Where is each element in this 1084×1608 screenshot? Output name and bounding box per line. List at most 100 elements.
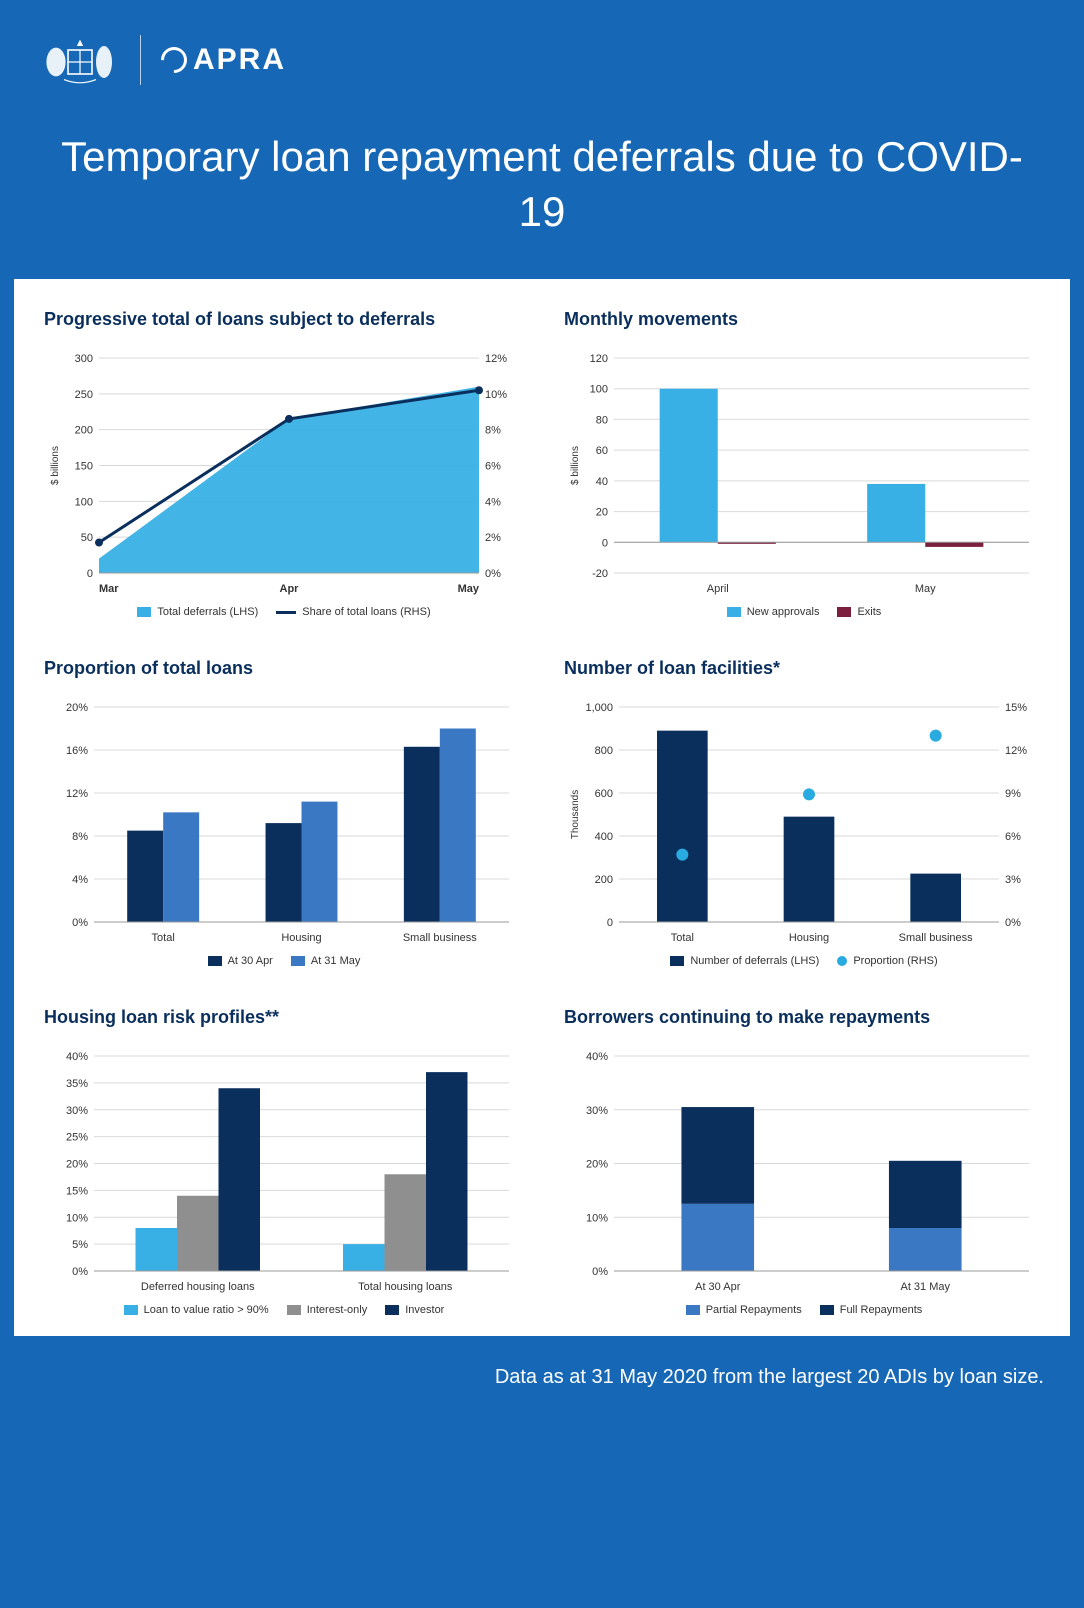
panel-proportion-total: Proportion of total loans 0%4%8%12%16%20… <box>44 658 524 967</box>
svg-text:5%: 5% <box>72 1239 88 1251</box>
legend-item: Total deferrals (LHS) <box>137 606 258 618</box>
svg-text:Total: Total <box>152 932 175 944</box>
chart-grid: Progressive total of loans subject to de… <box>44 309 1040 1316</box>
svg-text:At 30 Apr: At 30 Apr <box>695 1281 741 1293</box>
header: APRA <box>0 0 1084 110</box>
legend-label: New approvals <box>747 606 820 618</box>
chart: 0%10%20%30%40%At 30 AprAt 31 May <box>564 1046 1044 1296</box>
svg-text:150: 150 <box>75 461 93 473</box>
svg-text:0: 0 <box>87 568 93 580</box>
page: APRA Temporary loan repayment deferrals … <box>0 0 1084 1429</box>
footer-note: Data as at 31 May 2020 from the largest … <box>0 1336 1084 1429</box>
svg-text:120: 120 <box>590 353 608 365</box>
panel-loan-facilities: Number of loan facilities* 00%2003%4006%… <box>564 658 1044 967</box>
coat-of-arms-icon <box>40 30 120 90</box>
svg-text:0%: 0% <box>592 1266 608 1278</box>
svg-text:80: 80 <box>596 415 608 427</box>
svg-text:May: May <box>915 583 936 595</box>
svg-text:15%: 15% <box>66 1186 88 1198</box>
svg-text:15%: 15% <box>1005 702 1027 714</box>
legend: Number of deferrals (LHS) Proportion (RH… <box>564 955 1044 967</box>
svg-text:2%: 2% <box>485 532 501 544</box>
svg-text:-20: -20 <box>592 568 608 580</box>
legend-item: Full Repayments <box>820 1304 923 1316</box>
legend-label: Loan to value ratio > 90% <box>144 1304 269 1316</box>
svg-text:Thousands: Thousands <box>570 790 581 839</box>
legend-label: At 30 Apr <box>228 955 273 967</box>
svg-text:20: 20 <box>596 507 608 519</box>
svg-text:200: 200 <box>595 874 613 886</box>
legend-item: Interest-only <box>287 1304 368 1316</box>
chart: 0%5%10%15%20%25%30%35%40%Deferred housin… <box>44 1046 524 1296</box>
svg-text:Deferred housing loans: Deferred housing loans <box>141 1281 255 1293</box>
svg-text:20%: 20% <box>586 1159 608 1171</box>
panel-title: Housing loan risk profiles** <box>44 1007 524 1028</box>
svg-text:50: 50 <box>81 532 93 544</box>
header-divider <box>140 35 141 85</box>
svg-text:250: 250 <box>75 389 93 401</box>
svg-text:16%: 16% <box>66 745 88 757</box>
svg-text:12%: 12% <box>485 353 507 365</box>
svg-text:800: 800 <box>595 745 613 757</box>
svg-text:25%: 25% <box>66 1132 88 1144</box>
legend: At 30 Apr At 31 May <box>44 955 524 967</box>
svg-text:100: 100 <box>75 497 93 509</box>
svg-text:0%: 0% <box>72 917 88 929</box>
svg-text:40: 40 <box>596 476 608 488</box>
legend-label: Interest-only <box>307 1304 368 1316</box>
panel-title: Number of loan facilities* <box>564 658 1044 679</box>
svg-text:6%: 6% <box>485 461 501 473</box>
legend-item: Investor <box>385 1304 444 1316</box>
panel-title: Monthly movements <box>564 309 1044 330</box>
legend-item: Number of deferrals (LHS) <box>670 955 819 967</box>
svg-text:3%: 3% <box>1005 874 1021 886</box>
chart: 0%4%8%12%16%20%TotalHousingSmall busines… <box>44 697 524 947</box>
panel-title: Progressive total of loans subject to de… <box>44 309 524 330</box>
svg-text:600: 600 <box>595 788 613 800</box>
content-area: Progressive total of loans subject to de… <box>14 279 1070 1336</box>
legend-label: Share of total loans (RHS) <box>302 606 430 618</box>
svg-text:1,000: 1,000 <box>585 702 613 714</box>
legend-label: Total deferrals (LHS) <box>157 606 258 618</box>
legend-label: Partial Repayments <box>706 1304 802 1316</box>
panel-title: Proportion of total loans <box>44 658 524 679</box>
svg-text:300: 300 <box>75 353 93 365</box>
svg-text:8%: 8% <box>485 425 501 437</box>
legend-item: Share of total loans (RHS) <box>276 606 430 618</box>
legend: Loan to value ratio > 90% Interest-only … <box>44 1304 524 1316</box>
legend: Total deferrals (LHS) Share of total loa… <box>44 606 524 618</box>
svg-text:400: 400 <box>595 831 613 843</box>
svg-text:60: 60 <box>596 445 608 457</box>
apra-logo: APRA <box>161 43 286 77</box>
chart: -20020406080100120$ billionsAprilMay <box>564 348 1044 598</box>
svg-text:Total housing loans: Total housing loans <box>358 1281 453 1293</box>
legend-label: Exits <box>857 606 881 618</box>
svg-text:4%: 4% <box>72 874 88 886</box>
legend-item: New approvals <box>727 606 820 618</box>
svg-text:4%: 4% <box>485 497 501 509</box>
svg-text:Small business: Small business <box>899 932 973 944</box>
legend-item: At 31 May <box>291 955 361 967</box>
legend-item: Partial Repayments <box>686 1304 802 1316</box>
chart: 00%2003%4006%6009%80012%1,00015%Thousand… <box>564 697 1044 947</box>
svg-text:At 31 May: At 31 May <box>900 1281 950 1293</box>
svg-text:Mar: Mar <box>99 583 119 595</box>
svg-text:Small business: Small business <box>403 932 477 944</box>
legend-label: Number of deferrals (LHS) <box>690 955 819 967</box>
legend-item: Proportion (RHS) <box>837 955 937 967</box>
svg-text:0: 0 <box>607 917 613 929</box>
svg-text:30%: 30% <box>586 1105 608 1117</box>
svg-text:30%: 30% <box>66 1105 88 1117</box>
svg-text:$ billions: $ billions <box>50 446 61 485</box>
legend-item: Exits <box>837 606 881 618</box>
panel-progressive-total: Progressive total of loans subject to de… <box>44 309 524 618</box>
svg-text:40%: 40% <box>66 1051 88 1063</box>
svg-text:20%: 20% <box>66 1159 88 1171</box>
svg-text:0%: 0% <box>485 568 501 580</box>
svg-text:$ billions: $ billions <box>570 446 581 485</box>
svg-text:35%: 35% <box>66 1078 88 1090</box>
svg-text:8%: 8% <box>72 831 88 843</box>
svg-text:Housing: Housing <box>281 932 321 944</box>
panel-housing-risk: Housing loan risk profiles** 0%5%10%15%2… <box>44 1007 524 1316</box>
svg-text:0%: 0% <box>72 1266 88 1278</box>
